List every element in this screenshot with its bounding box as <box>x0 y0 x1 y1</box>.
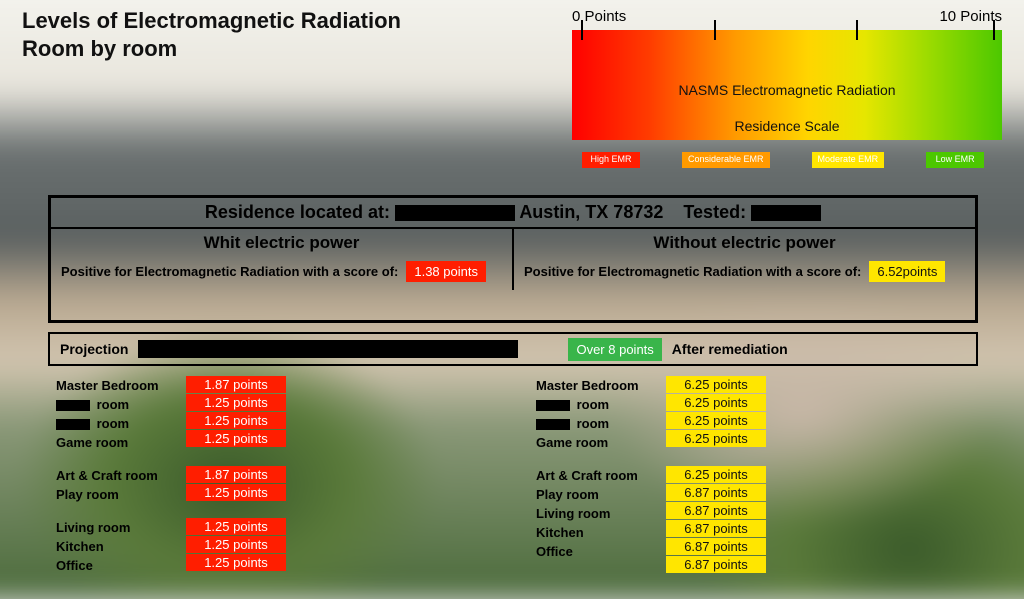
room-name: Master Bedroom <box>536 376 666 395</box>
room-name: room <box>536 395 666 414</box>
city-label: Austin, TX 78732 <box>519 202 663 222</box>
rooms-left-col: Master Bedroom room roomGame room1.87 po… <box>56 376 456 589</box>
redacted-name <box>56 400 90 411</box>
room-name: Office <box>536 542 666 561</box>
room-value: 1.25 points <box>186 518 286 535</box>
with-power-score: 1.38 points <box>406 261 486 282</box>
room-value: 6.87 points <box>666 520 766 537</box>
redacted-date <box>751 205 821 221</box>
room-name: Game room <box>536 433 666 452</box>
scale-caption-1: NASMS Electromagnetic Radiation <box>572 82 1002 98</box>
with-power-body: Positive for Electromagnetic Radiation w… <box>61 264 398 279</box>
rooms-section: Master Bedroom room roomGame room1.87 po… <box>56 376 936 589</box>
room-name: Master Bedroom <box>56 376 186 395</box>
redacted-projection <box>138 340 518 358</box>
projection-box: Projection Over 8 points After remediati… <box>48 332 978 366</box>
room-value: 6.87 points <box>666 538 766 555</box>
summary-box: Residence located at: Austin, TX 78732 T… <box>48 195 978 323</box>
room-value: 6.25 points <box>666 466 766 483</box>
located-label: Residence located at: <box>205 202 390 222</box>
room-name: Play room <box>536 485 666 504</box>
room-name: Play room <box>56 485 186 504</box>
redacted-name <box>536 400 570 411</box>
room-value: 1.87 points <box>186 466 286 483</box>
rooms-right-col: Master Bedroom room roomGame room6.25 po… <box>536 376 936 589</box>
room-value: 1.25 points <box>186 484 286 501</box>
projection-badge: Over 8 points <box>568 338 661 361</box>
legend-chip: Considerable EMR <box>682 152 770 168</box>
redacted-name <box>536 419 570 430</box>
room-name: Art & Craft room <box>56 466 186 485</box>
room-value: 6.25 points <box>666 412 766 429</box>
scale-tick <box>993 20 995 40</box>
room-value: 6.87 points <box>666 502 766 519</box>
room-name: Living room <box>536 504 666 523</box>
room-value: 1.25 points <box>186 430 286 447</box>
room-value: 1.25 points <box>186 536 286 553</box>
room-value: 1.25 points <box>186 554 286 571</box>
page-title: Levels of Electromagnetic Radiation <box>22 8 401 34</box>
room-name: Office <box>56 556 186 575</box>
scale-ticks <box>572 20 1002 40</box>
summary-header: Residence located at: Austin, TX 78732 T… <box>51 198 975 223</box>
scale-widget: 0 Points 10 Points NASMS Electromagnetic… <box>572 30 1002 140</box>
redacted-name <box>56 419 90 430</box>
room-value: 1.25 points <box>186 394 286 411</box>
without-power-body: Positive for Electromagnetic Radiation w… <box>524 264 861 279</box>
page-subtitle: Room by room <box>22 36 177 62</box>
scale-caption-2: Residence Scale <box>572 118 1002 134</box>
projection-after: After remediation <box>672 341 788 357</box>
projection-label: Projection <box>60 341 128 357</box>
legend-chip: Low EMR <box>926 152 984 168</box>
redacted-address <box>395 205 515 221</box>
room-name: Kitchen <box>56 537 186 556</box>
legend-chip: High EMR <box>582 152 640 168</box>
without-power-col: Without electric power Positive for Elec… <box>512 229 975 290</box>
room-value: 1.87 points <box>186 376 286 393</box>
room-value: 6.87 points <box>666 556 766 573</box>
room-name: Game room <box>56 433 186 452</box>
scale-tick <box>714 20 716 40</box>
room-value: 6.87 points <box>666 484 766 501</box>
with-power-col: Whit electric power Positive for Electro… <box>51 229 512 290</box>
room-value: 6.25 points <box>666 376 766 393</box>
room-value: 6.25 points <box>666 430 766 447</box>
legend-chip: Moderate EMR <box>812 152 885 168</box>
legend: High EMR Considerable EMR Moderate EMR Low … <box>582 152 1002 168</box>
with-power-title: Whit electric power <box>61 233 502 253</box>
room-name: Kitchen <box>536 523 666 542</box>
room-name: room <box>56 414 186 433</box>
tested-label: Tested: <box>683 202 746 222</box>
scale-tick <box>856 20 858 40</box>
room-name: room <box>536 414 666 433</box>
without-power-score: 6.52points <box>869 261 945 282</box>
room-name: Living room <box>56 518 186 537</box>
room-value: 1.25 points <box>186 412 286 429</box>
without-power-title: Without electric power <box>524 233 965 253</box>
room-name: Art & Craft room <box>536 466 666 485</box>
scale-tick <box>581 20 583 40</box>
room-name: room <box>56 395 186 414</box>
room-value: 6.25 points <box>666 394 766 411</box>
